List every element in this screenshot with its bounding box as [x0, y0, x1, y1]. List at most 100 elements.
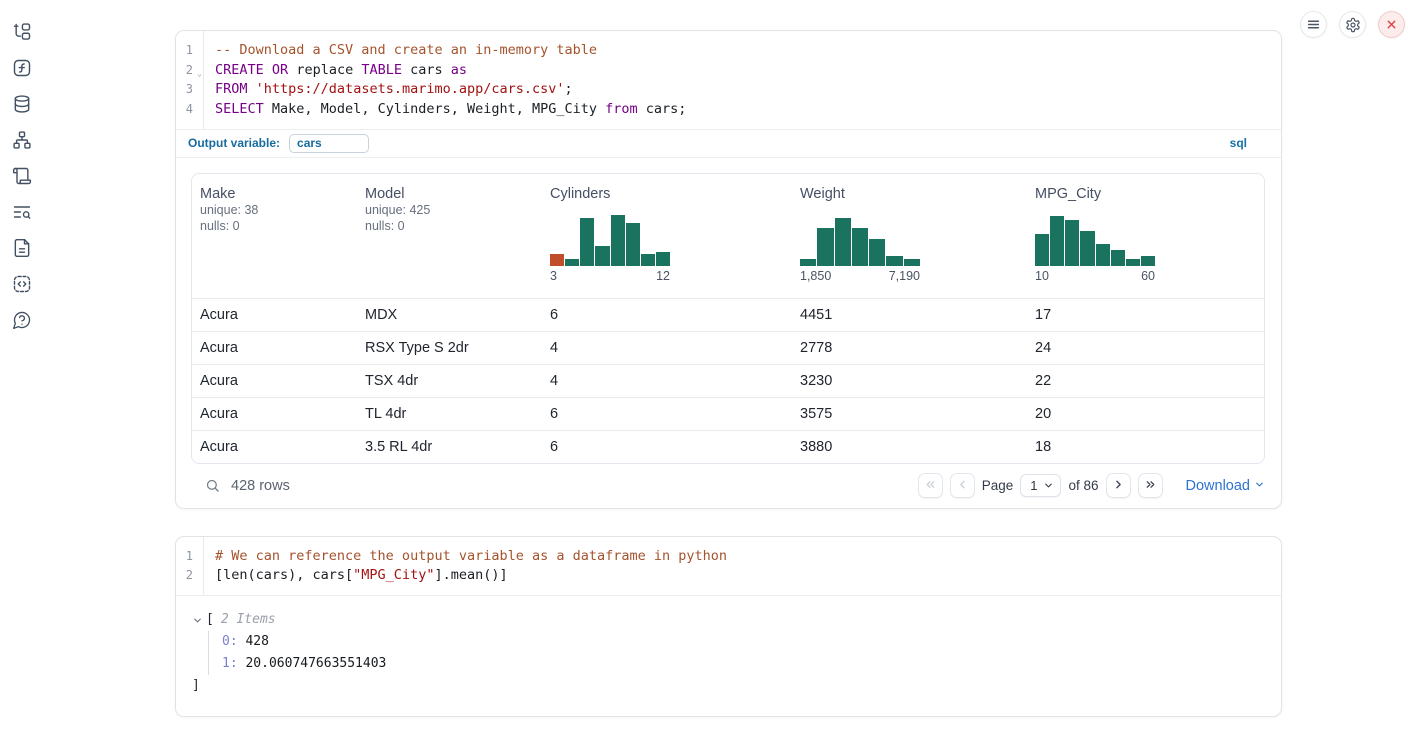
table-cell: Acura — [192, 439, 357, 455]
histogram-bar[interactable] — [1065, 220, 1079, 266]
histogram-axis: 1,8507,190 — [800, 269, 920, 283]
file-tree-icon[interactable] — [12, 22, 32, 42]
code-line[interactable]: -- Download a CSV and create an in-memor… — [215, 41, 1281, 61]
histogram-bar[interactable] — [580, 218, 594, 266]
table-body: AcuraMDX6445117AcuraRSX Type S 2dr427782… — [192, 298, 1264, 463]
search-logs-icon[interactable] — [12, 202, 32, 222]
histogram-bar[interactable] — [1096, 244, 1110, 266]
sql-code-editor[interactable]: 12⌄34 -- Download a CSV and create an in… — [176, 31, 1281, 129]
column-label: MPG_City — [1035, 186, 1256, 202]
histogram-bar[interactable] — [565, 259, 579, 266]
column-header-model[interactable]: Modelunique: 425nulls: 0 — [357, 174, 542, 298]
histogram-bar[interactable] — [1126, 259, 1140, 266]
histogram-bar[interactable] — [904, 259, 920, 266]
last-page-button[interactable] — [1138, 473, 1163, 498]
close-button[interactable] — [1378, 11, 1405, 38]
histogram-bar[interactable] — [656, 252, 670, 266]
column-header-mpg_city[interactable]: MPG_City 1060 — [1027, 174, 1264, 298]
collapse-icon[interactable] — [192, 615, 203, 626]
column-histogram: 1,8507,190 — [800, 214, 920, 283]
prev-page-button[interactable] — [950, 473, 975, 498]
histogram-bar[interactable] — [641, 254, 655, 266]
page-total-label: of 86 — [1068, 478, 1098, 493]
download-label: Download — [1186, 478, 1251, 494]
histogram-bar[interactable] — [626, 223, 640, 266]
sql-code-lines[interactable]: -- Download a CSV and create an in-memor… — [204, 31, 1281, 129]
table-row[interactable]: AcuraRSX Type S 2dr4277824 — [192, 331, 1264, 364]
line-number: 2⌄ — [186, 61, 193, 81]
code-line[interactable]: # We can reference the output variable a… — [215, 547, 1281, 567]
first-page-button[interactable] — [918, 473, 943, 498]
help-icon[interactable] — [12, 310, 32, 330]
document-icon[interactable] — [12, 238, 32, 258]
scroll-icon[interactable] — [12, 166, 32, 186]
function-icon[interactable] — [12, 58, 32, 78]
histogram-bar[interactable] — [1111, 250, 1125, 266]
table-row[interactable]: Acura3.5 RL 4dr6388018 — [192, 430, 1264, 463]
chevron-right-icon — [1112, 478, 1125, 494]
histogram-bar[interactable] — [852, 228, 868, 266]
table-cell: 17 — [1027, 307, 1264, 323]
table-cell: RSX Type S 2dr — [357, 340, 542, 356]
column-header-make[interactable]: Makeunique: 38nulls: 0 — [192, 174, 357, 298]
histogram-bar[interactable] — [1080, 231, 1094, 266]
sql-line-numbers: 12⌄34 — [176, 31, 204, 129]
column-stat: nulls: 0 — [365, 218, 534, 235]
table-row[interactable]: AcuraMDX6445117 — [192, 298, 1264, 331]
open-bracket: [ — [206, 609, 214, 631]
hierarchy-icon[interactable] — [12, 130, 32, 150]
tree-entry-value: 428 — [238, 634, 269, 649]
python-code-lines[interactable]: # We can reference the output variable a… — [204, 537, 1281, 595]
download-button[interactable]: Download — [1186, 478, 1266, 494]
next-page-button[interactable] — [1106, 473, 1131, 498]
code-line[interactable]: [len(cars), cars["MPG_City"].mean()] — [215, 566, 1281, 586]
output-variable-input[interactable] — [289, 134, 369, 153]
code-line[interactable]: SELECT Make, Model, Cylinders, Weight, M… — [215, 100, 1281, 120]
column-stat: nulls: 0 — [200, 218, 349, 235]
table-row[interactable]: AcuraTSX 4dr4323022 — [192, 364, 1264, 397]
column-header-cylinders[interactable]: Cylinders312 — [542, 174, 792, 298]
table-cell: 4 — [542, 340, 792, 356]
histogram-bar[interactable] — [800, 259, 816, 266]
code-line[interactable]: CREATE OR replace TABLE cars as — [215, 61, 1281, 81]
tree-entry-key: 0: — [222, 634, 238, 649]
column-histogram: 1060 — [1035, 214, 1155, 283]
histogram-bar[interactable] — [1035, 234, 1049, 266]
table-footer: 428 rows Page 1 of 86 — [191, 464, 1265, 508]
histogram-bar[interactable] — [817, 228, 833, 266]
line-number: 2 — [186, 566, 193, 586]
table-cell: 3230 — [792, 373, 1027, 389]
database-icon[interactable] — [12, 94, 32, 114]
table-row[interactable]: AcuraTL 4dr6357520 — [192, 397, 1264, 430]
histogram-bar[interactable] — [869, 239, 885, 266]
histogram-bar[interactable] — [835, 218, 851, 266]
histogram-axis: 1060 — [1035, 269, 1155, 283]
table-cell: 4 — [542, 373, 792, 389]
settings-button[interactable] — [1339, 11, 1366, 38]
column-label: Weight — [800, 186, 1019, 202]
code-line[interactable]: FROM 'https://datasets.marimo.app/cars.c… — [215, 80, 1281, 100]
snippets-icon[interactable] — [12, 274, 32, 294]
close-bracket: ] — [192, 675, 1265, 697]
histogram-bar[interactable] — [1141, 256, 1155, 266]
chevrons-right-icon — [1144, 478, 1157, 494]
menu-button[interactable] — [1300, 11, 1327, 38]
line-number: 3 — [186, 80, 193, 100]
pagination: Page 1 of 86 Download — [918, 473, 1265, 498]
histogram-bar[interactable] — [550, 254, 564, 266]
page-select[interactable]: 1 — [1020, 474, 1061, 497]
histogram-bar[interactable] — [1050, 216, 1064, 266]
histogram-bar[interactable] — [611, 215, 625, 266]
item-count-label: 2 Items — [221, 609, 276, 631]
table-cell: Acura — [192, 406, 357, 422]
fold-chevron-icon[interactable]: ⌄ — [197, 64, 202, 84]
histogram-axis: 312 — [550, 269, 670, 283]
search-icon[interactable] — [205, 478, 220, 493]
tree-entry-value: 20.060747663551403 — [238, 656, 387, 671]
chevrons-left-icon — [924, 478, 937, 494]
histogram-bar[interactable] — [595, 246, 609, 266]
output-variable-bar: Output variable: sql — [176, 130, 1281, 157]
python-code-editor[interactable]: 12 # We can reference the output variabl… — [176, 537, 1281, 595]
histogram-bar[interactable] — [886, 256, 902, 266]
column-header-weight[interactable]: Weight 1,8507,190 — [792, 174, 1027, 298]
